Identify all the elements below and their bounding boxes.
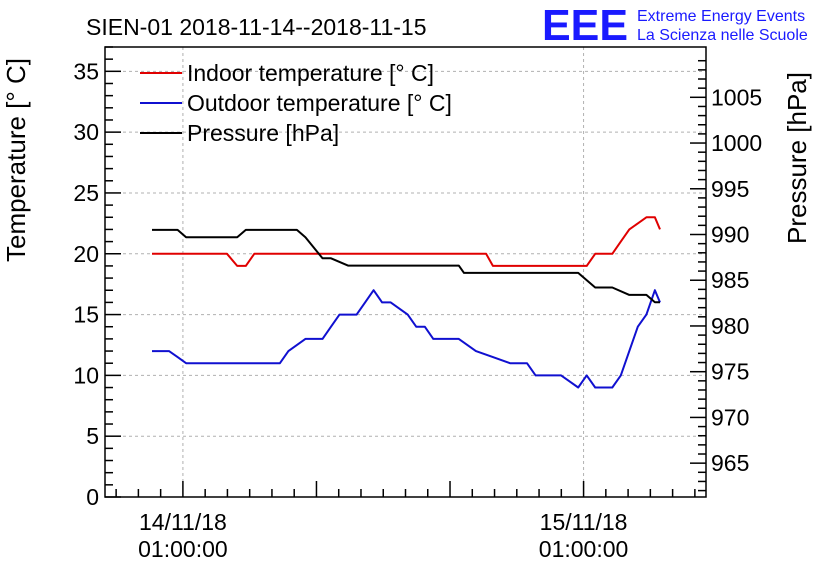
eee-logo-text: EEE	[542, 1, 628, 50]
y2-tick-label: 965	[711, 450, 749, 476]
y2-tick-label: 975	[711, 359, 749, 385]
y2-tick-label: 1000	[711, 130, 762, 156]
y-tick-label: 35	[73, 58, 99, 84]
x-tick-label-date: 14/11/18	[139, 509, 227, 535]
legend-label-3: Pressure [hPa]	[187, 120, 339, 146]
y2-tick-label: 980	[711, 313, 749, 339]
x-tick-label-date: 15/11/18	[540, 509, 628, 535]
series-line-1	[152, 216, 661, 267]
x-tick-label-time: 01:00:00	[138, 536, 228, 562]
y-axis-title: Temperature [° C]	[1, 58, 31, 262]
chart-title: SIEN-01 2018-11-14--2018-11-15	[86, 14, 427, 40]
y-tick-label: 20	[73, 241, 99, 267]
y-tick-label: 15	[73, 302, 99, 328]
y-tick-label: 25	[73, 180, 99, 206]
y2-tick-label: 995	[711, 176, 749, 202]
y-tick-label: 0	[86, 484, 99, 510]
y2-tick-label: 985	[711, 267, 749, 293]
series-layer	[152, 216, 661, 389]
legend-label-1: Indoor temperature [° C]	[187, 60, 434, 86]
y-tick-label: 10	[73, 362, 99, 388]
series-line-2	[152, 289, 661, 389]
axes: 0 5 10 15 20 25 30 35 965 970 975 980 985 990 995 1000 1…	[73, 46, 762, 562]
y-tick-label: 5	[86, 423, 99, 449]
y2-tick-label: 1005	[711, 84, 762, 110]
y2-axis-title: Pressure [hPa]	[782, 72, 812, 244]
series-line-3	[152, 228, 660, 304]
org-name: Extreme Energy Events	[637, 8, 805, 25]
org-subtitle: La Scienza nelle Scuole	[637, 27, 808, 44]
y2-tick-label: 970	[711, 404, 749, 430]
y-tick-label: 30	[73, 119, 99, 145]
x-tick-label-time: 01:00:00	[539, 536, 629, 562]
legend: Indoor temperature [° C] Outdoor temperat…	[140, 60, 452, 146]
eee-logo: EEE	[542, 1, 628, 50]
legend-label-2: Outdoor temperature [° C]	[187, 90, 452, 116]
y2-tick-label: 990	[711, 222, 749, 248]
